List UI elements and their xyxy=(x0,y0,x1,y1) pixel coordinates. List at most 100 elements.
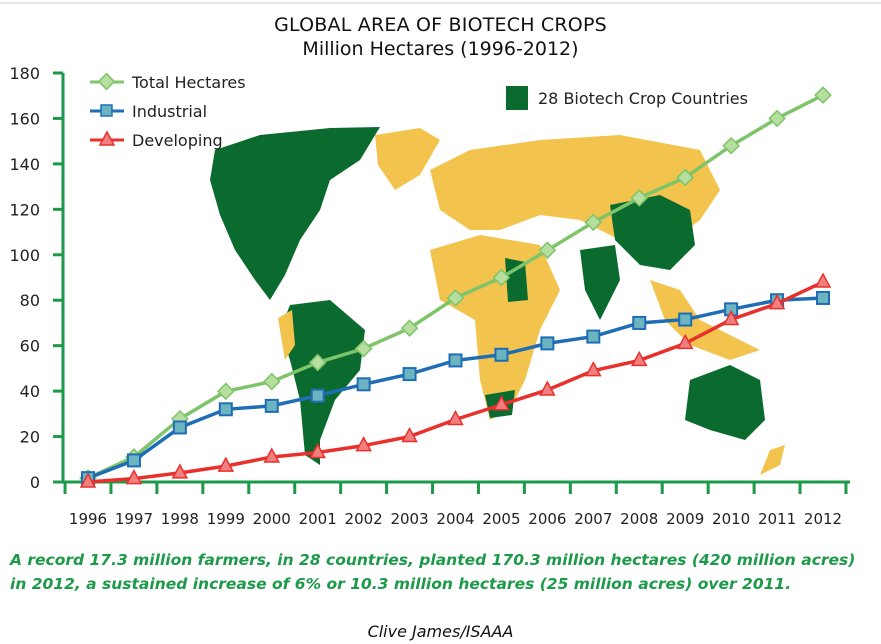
data-point-industrial xyxy=(678,312,693,327)
data-point-developing xyxy=(630,350,648,367)
data-point-developing xyxy=(355,436,372,452)
data-point-total-hectares xyxy=(262,372,281,391)
x-tick-label: 1999 xyxy=(207,510,245,528)
data-point-total-hectares xyxy=(216,382,235,401)
data-point-industrial xyxy=(264,398,279,413)
data-point-industrial xyxy=(586,329,601,344)
data-point-industrial xyxy=(540,336,555,351)
x-tick-label: 2004 xyxy=(436,510,474,528)
data-point-industrial xyxy=(632,315,647,330)
y-tick-label: 40 xyxy=(20,382,40,401)
map-new-zealand xyxy=(760,445,785,475)
divider xyxy=(0,2,881,4)
data-point-total-hectares xyxy=(492,268,511,287)
data-point-total-hectares xyxy=(584,213,603,232)
data-point-industrial xyxy=(816,290,830,305)
x-tick-label: 2008 xyxy=(620,510,658,528)
x-tick-label: 2012 xyxy=(804,510,842,528)
data-point-developing xyxy=(676,333,694,350)
data-point-developing xyxy=(125,469,143,485)
image-credit: Clive James/ISAAA xyxy=(367,622,514,641)
chart-caption: A record 17.3 million farmers, in 28 cou… xyxy=(10,551,856,593)
legend-biotech-swatch xyxy=(506,86,528,110)
data-point-total-hectares xyxy=(354,339,373,358)
data-point-developing xyxy=(539,380,556,396)
chart-subtitle: Million Hectares (1996-2012) xyxy=(302,38,579,60)
map-india xyxy=(580,245,620,320)
x-tick-label: 2007 xyxy=(574,510,612,528)
x-tick-label: 2005 xyxy=(482,510,520,528)
data-point-total-hectares xyxy=(768,109,786,128)
data-point-total-hectares xyxy=(722,136,740,155)
data-point-total-hectares xyxy=(446,289,465,307)
legend: Total Hectares Industrial Developing 28 … xyxy=(90,72,748,150)
data-point-developing xyxy=(263,447,281,463)
data-point-developing xyxy=(585,361,602,377)
data-point-developing xyxy=(447,409,464,426)
chart-title: GLOBAL AREA OF BIOTECH CROPS xyxy=(274,14,607,36)
y-tick-label: 140 xyxy=(9,155,40,174)
map-greenland xyxy=(375,128,440,190)
y-tick-label: 0 xyxy=(30,473,40,492)
map-sa-other xyxy=(278,310,295,360)
map-sudan xyxy=(505,258,528,302)
data-point-industrial xyxy=(448,353,463,368)
map-australia xyxy=(685,365,765,440)
data-point-developing xyxy=(401,426,418,443)
y-tick-label: 120 xyxy=(9,200,40,219)
legend-marker-total xyxy=(97,72,116,91)
legend-biotech-label: 28 Biotech Crop Countries xyxy=(538,89,748,108)
data-point-industrial xyxy=(126,453,141,468)
x-tick-label: 2002 xyxy=(345,510,383,528)
y-tick-label: 100 xyxy=(9,246,40,265)
x-tick-label: 2010 xyxy=(712,510,750,528)
data-point-industrial xyxy=(310,388,325,403)
legend-marker-developing xyxy=(98,130,116,146)
data-point-total-hectares xyxy=(630,189,649,207)
data-point-industrial xyxy=(172,420,187,435)
y-tick-label: 80 xyxy=(20,291,40,310)
data-point-total-hectares xyxy=(308,353,327,372)
data-point-developing xyxy=(768,294,786,310)
legend-label-total: Total Hectares xyxy=(131,73,246,92)
x-tick-label: 2000 xyxy=(253,510,291,528)
map-se-asia xyxy=(650,280,760,360)
x-tick-label: 1998 xyxy=(161,510,199,528)
x-tick-label: 2001 xyxy=(299,510,337,528)
x-tick-label: 2006 xyxy=(528,510,566,528)
data-point-total-hectares xyxy=(676,168,695,187)
data-point-developing xyxy=(217,456,235,472)
data-point-industrial xyxy=(356,377,371,392)
world-map-background xyxy=(210,127,785,475)
map-china xyxy=(610,195,695,270)
data-point-developing xyxy=(171,463,189,479)
data-point-developing xyxy=(493,395,510,411)
map-south-america xyxy=(280,300,365,465)
data-point-total-hectares xyxy=(400,319,419,338)
data-point-industrial xyxy=(218,402,233,417)
x-tick-label: 1996 xyxy=(69,510,107,528)
x-tick-label: 1997 xyxy=(115,510,153,528)
map-north-america xyxy=(210,127,380,300)
legend-label-developing: Developing xyxy=(132,131,223,150)
data-point-total-hectares xyxy=(814,86,832,104)
map-africa xyxy=(430,235,560,420)
y-tick-label: 20 xyxy=(20,428,40,447)
data-point-developing xyxy=(309,442,326,459)
data-point-industrial xyxy=(494,347,509,362)
data-point-developing xyxy=(722,309,740,326)
data-point-developing xyxy=(814,272,832,288)
y-tick-label: 180 xyxy=(9,64,40,83)
legend-label-industrial: Industrial xyxy=(132,102,207,121)
y-tick-label: 60 xyxy=(20,337,40,356)
data-point-industrial xyxy=(402,367,417,382)
x-tick-label: 2009 xyxy=(666,510,704,528)
y-tick-label: 160 xyxy=(9,109,40,128)
data-point-developing xyxy=(79,472,97,488)
x-tick-label: 2011 xyxy=(758,510,796,528)
legend-marker-industrial xyxy=(100,104,113,117)
data-point-total-hectares xyxy=(538,241,557,260)
x-tick-label: 2003 xyxy=(390,510,428,528)
